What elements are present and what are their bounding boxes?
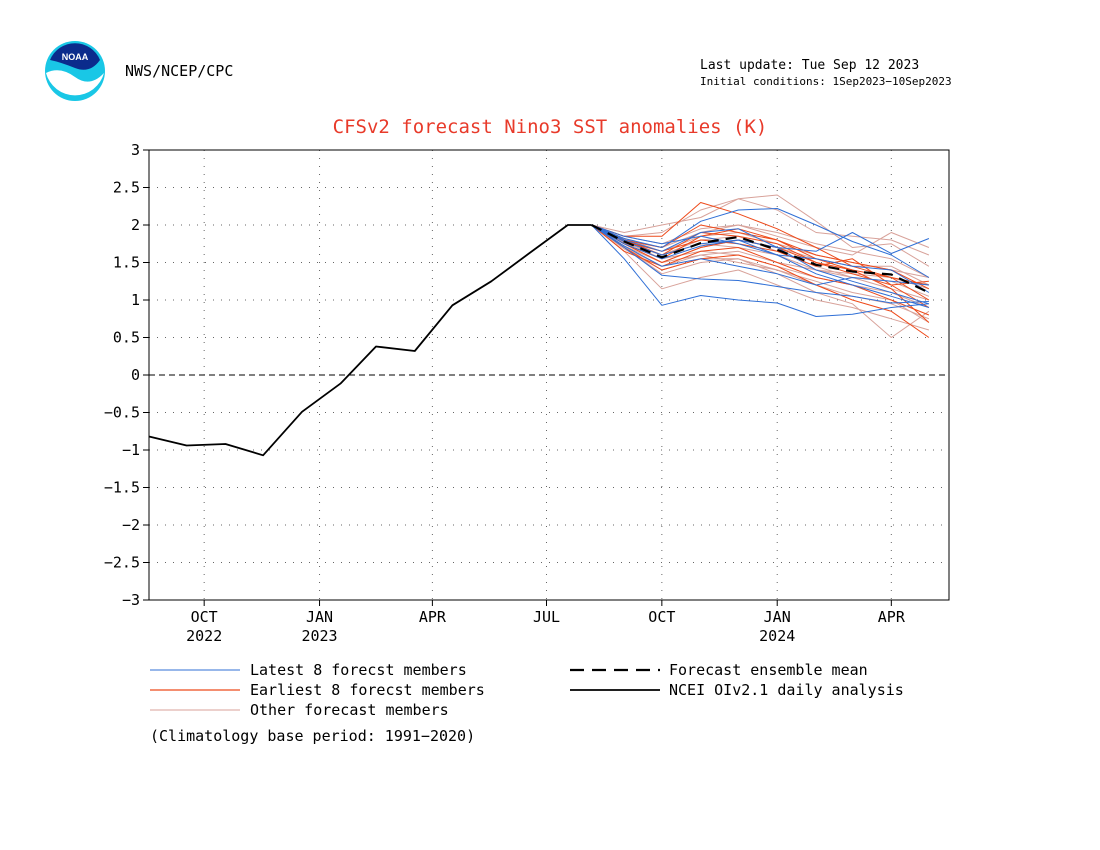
climatology-note: (Climatology base period: 1991−2020)	[150, 727, 476, 745]
initial-conditions: Initial conditions: 1Sep2023−10Sep2023	[700, 75, 952, 88]
legend-label-analysis: NCEI OIv2.1 daily analysis	[669, 681, 904, 699]
org-name: NWS/NCEP/CPC	[125, 62, 234, 80]
noaa-logo-text: NOAA	[62, 52, 89, 62]
x-tick-label: OCT	[191, 608, 218, 626]
grid	[149, 150, 949, 600]
y-tick-label: 0.5	[113, 329, 140, 347]
legend-label-other: Other forecast members	[250, 701, 449, 719]
y-tick-label: −3	[122, 591, 140, 609]
x-tick-label: JUL	[533, 608, 560, 626]
legend-label-latest: Latest 8 forecst members	[250, 661, 467, 679]
y-tick-label: 3	[131, 141, 140, 159]
other-member-line	[591, 194, 930, 267]
plot-frame	[148, 149, 950, 601]
series	[148, 194, 930, 457]
last-update: Last update: Tue Sep 12 2023	[700, 58, 920, 73]
latest-member-line	[591, 208, 930, 278]
other-member-line	[591, 224, 930, 290]
y-tick-label: −0.5	[104, 404, 140, 422]
y-tick-label: −2	[122, 516, 140, 534]
earliest-member-line	[591, 224, 930, 316]
ensemble-mean-line	[591, 224, 930, 294]
x-tick-label: OCT	[648, 608, 675, 626]
latest-member-line	[591, 224, 929, 304]
legend: Latest 8 forecst members Earliest 8 forec…	[150, 661, 904, 719]
y-tick-label: 1	[131, 291, 140, 309]
other-member-line	[591, 224, 930, 331]
y-axis: 3 2.5 2 1.5 1 0.5 0 −0.5 −1 −1.5 −2 −2.5 −3	[104, 141, 149, 609]
x-year-label: 2024	[759, 627, 795, 645]
y-tick-label: −1.5	[104, 479, 140, 497]
other-member-line	[591, 198, 930, 256]
x-tick-label: JAN	[306, 608, 333, 626]
latest-member-line	[591, 224, 930, 260]
chart-title: CFSv2 forecast Nino3 SST anomalies (K)	[332, 116, 768, 138]
x-year-label: 2022	[186, 627, 222, 645]
latest-member-line	[591, 224, 930, 293]
x-tick-label: APR	[419, 608, 447, 626]
y-tick-label: 1.5	[113, 254, 140, 272]
analysis-line	[148, 224, 592, 457]
x-tick-label: JAN	[764, 608, 791, 626]
y-tick-label: 2	[131, 216, 140, 234]
x-year-label: 2023	[301, 627, 337, 645]
x-tick-label: APR	[878, 608, 906, 626]
y-tick-label: 0	[131, 366, 140, 384]
y-tick-label: −2.5	[104, 554, 140, 572]
latest-member-line	[591, 224, 929, 286]
legend-label-mean: Forecast ensemble mean	[669, 661, 868, 679]
latest-member-line	[591, 224, 929, 317]
legend-label-earliest: Earliest 8 forecst members	[250, 681, 485, 699]
latest-member-line	[591, 224, 930, 305]
noaa-logo: NOAA	[45, 41, 105, 101]
y-tick-label: 2.5	[113, 179, 140, 197]
earliest-member-line	[591, 224, 930, 290]
y-tick-label: −1	[122, 441, 140, 459]
